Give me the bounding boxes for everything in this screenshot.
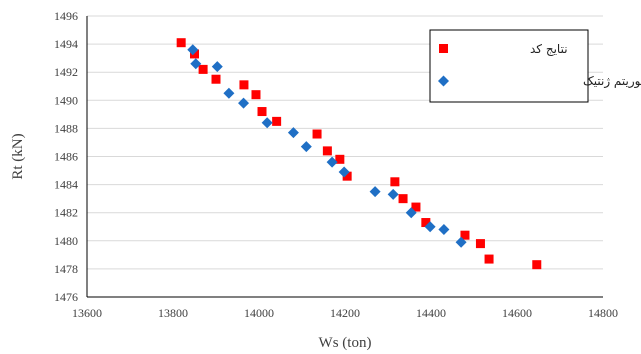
data-point-diamond (211, 61, 223, 73)
data-point-square (411, 202, 421, 212)
legend-marker-diamond (438, 75, 449, 87)
y-axis-title: Rt (kN) (10, 133, 26, 179)
legend: نتایج کد نتایج الگوریتم ژنتیک (429, 29, 641, 103)
gridlines (87, 15, 603, 270)
y-tick-label: 1484 (54, 178, 78, 192)
legend-label-genetic-results: نتایج الگوریتم ژنتیک (583, 74, 641, 89)
x-tick-label: 14600 (502, 306, 532, 320)
data-point-square (190, 49, 199, 59)
legend-box (429, 29, 589, 103)
axes (86, 16, 603, 298)
data-point-square (475, 239, 485, 249)
legend-marker-square (439, 44, 448, 53)
x-tick-label: 14000 (244, 306, 274, 320)
y-tick-label: 1482 (54, 206, 78, 220)
data-point-diamond (387, 188, 399, 200)
data-point-square (390, 177, 400, 187)
data-point-square (460, 230, 470, 240)
data-point-square (398, 194, 408, 204)
data-point-diamond (455, 236, 467, 248)
data-point-diamond (187, 44, 199, 56)
data-point-diamond (300, 141, 312, 153)
legend-label-code-results: نتایج کد (530, 42, 568, 56)
data-point-diamond (223, 87, 235, 99)
data-point-diamond (369, 186, 381, 198)
data-point-square (211, 74, 221, 84)
data-point-square (257, 107, 267, 117)
data-points (176, 38, 542, 270)
data-point-square (198, 64, 208, 74)
data-point-square (239, 80, 249, 90)
data-point-square (312, 129, 322, 139)
data-point-square (335, 154, 345, 164)
data-point-square (176, 38, 186, 48)
x-tick-label: 14800 (588, 306, 618, 320)
x-axis-title: Ws (ton) (319, 335, 372, 351)
data-point-square (421, 218, 431, 228)
y-tick-label: 1494 (54, 37, 78, 51)
data-point-square (342, 171, 352, 181)
data-point-square (532, 260, 542, 270)
y-tick-label: 1476 (54, 290, 78, 304)
data-point-diamond (287, 127, 299, 139)
x-tick-label: 14400 (416, 306, 446, 320)
data-point-diamond (338, 166, 350, 178)
y-tick-label: 1488 (54, 121, 78, 135)
data-point-diamond (405, 207, 417, 219)
data-point-square (322, 146, 332, 156)
data-point-square (272, 116, 282, 126)
x-tick-label: 13600 (72, 306, 102, 320)
data-point-diamond (238, 97, 250, 109)
y-tick-label: 1496 (54, 9, 78, 23)
y-tick-label: 1490 (54, 93, 78, 107)
y-tick-label: 1480 (54, 234, 78, 248)
data-point-diamond (326, 156, 338, 168)
x-tick-label: 13800 (158, 306, 188, 320)
tick-labels: 1476 1478 1480 1482 1484 1486 1488 1490 1492 1494… (54, 9, 618, 320)
data-point-diamond (190, 58, 202, 70)
data-point-diamond (424, 221, 436, 233)
data-point-diamond (438, 224, 450, 236)
data-point-square (251, 90, 261, 100)
y-tick-label: 1478 (54, 262, 78, 276)
x-tick-label: 14200 (330, 306, 360, 320)
data-point-square (484, 254, 494, 264)
y-tick-label: 1486 (54, 150, 78, 164)
data-point-diamond (261, 117, 273, 129)
y-tick-label: 1492 (54, 65, 78, 79)
